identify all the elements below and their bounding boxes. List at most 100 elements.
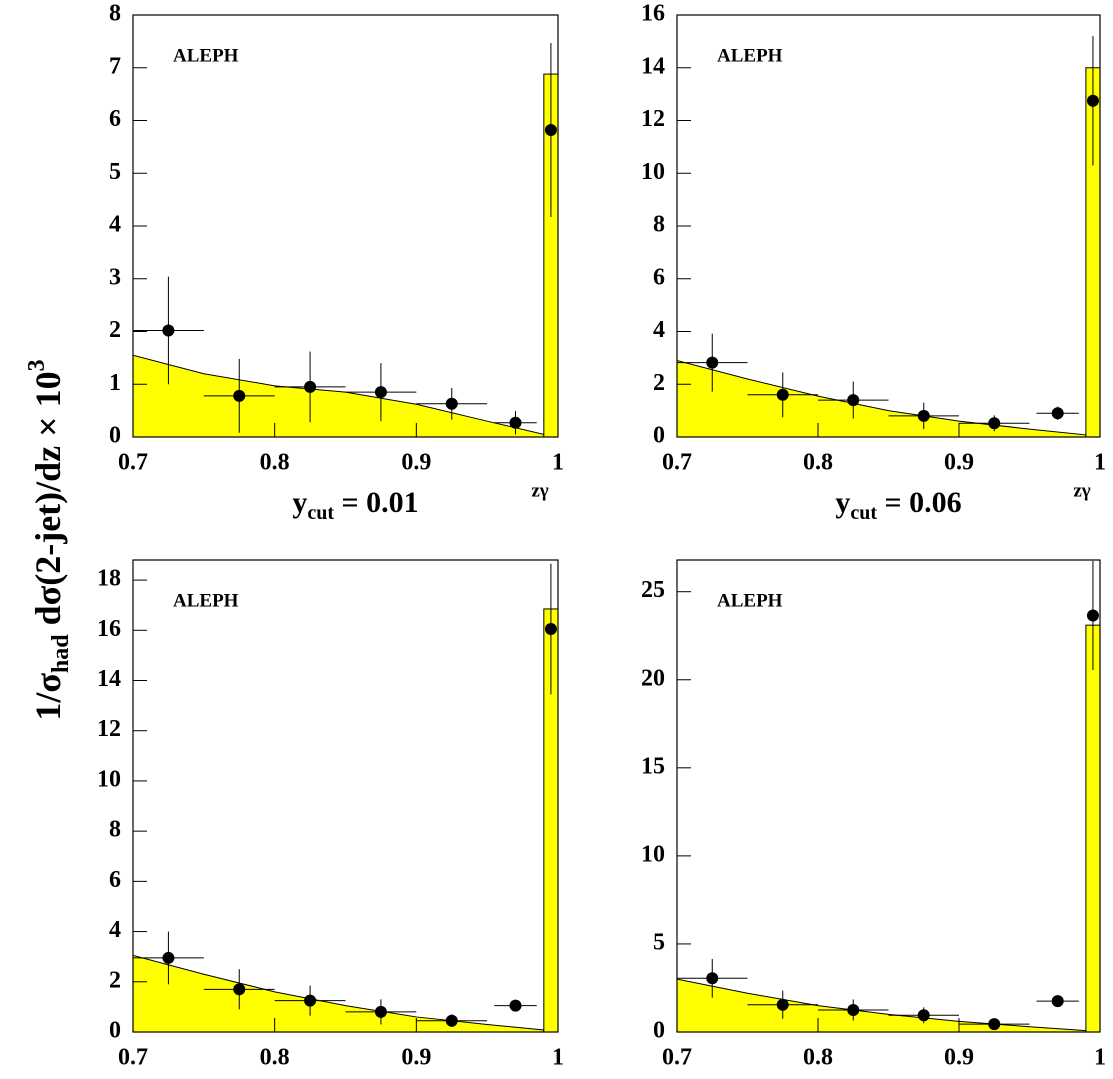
y-tick-label: 8 <box>653 212 665 238</box>
x-axis-label: ycut = 0.01 <box>292 486 418 524</box>
x-tick-label: 1 <box>1094 450 1106 476</box>
x-tick-label: 1 <box>552 1045 564 1071</box>
y-axis-label: 1/σhad dσ(2-jet)/dz × 103 <box>24 359 74 720</box>
data-point <box>162 951 175 964</box>
y-label-rest: dσ(2-jet)/dz × 10 <box>28 371 68 634</box>
x-tick-label: 0.8 <box>803 1045 833 1071</box>
y-tick-label: 12 <box>97 716 121 742</box>
data-point <box>509 416 522 429</box>
y-tick-label: 25 <box>641 577 665 603</box>
data-point <box>509 999 522 1012</box>
y-tick-label: 10 <box>641 159 665 185</box>
data-point <box>1051 995 1064 1008</box>
data-point <box>776 998 789 1011</box>
annotation: ALEPH <box>717 45 783 66</box>
data-point <box>1086 609 1099 622</box>
y-label-sub: had <box>48 634 74 673</box>
annotation: ALEPH <box>173 590 239 611</box>
y-tick-label: 12 <box>641 106 665 132</box>
data-point <box>1086 94 1099 107</box>
data-point <box>233 389 246 402</box>
panel: 0 1 2 3 4 5 6 7 8 0.7 0.8 0.9 1 ALEPH zγ ycut = 0.01 <box>109 1 564 524</box>
x-label-main: y <box>292 486 307 519</box>
y-tick-label: 4 <box>109 917 121 943</box>
data-point <box>988 1018 1001 1031</box>
x-tick-label: 0.7 <box>118 1045 148 1071</box>
data-point <box>917 1009 930 1022</box>
x-label-sub: cut <box>850 502 877 524</box>
data-point <box>706 356 719 369</box>
y-tick-label: 2 <box>109 317 121 343</box>
axes-frame <box>676 559 1101 1033</box>
y-tick-label: 10 <box>641 841 665 867</box>
y-tick-label: 6 <box>653 264 665 290</box>
x-tick-label: 0.8 <box>260 450 290 476</box>
x-label-rest: = 0.06 <box>877 486 962 519</box>
axes-frame <box>676 14 1101 438</box>
x-tick-label: 0.7 <box>118 450 148 476</box>
y-tick-label: 3 <box>109 264 121 290</box>
y-tick-label: 0 <box>109 1018 121 1044</box>
annotation: ALEPH <box>173 45 239 66</box>
x-tick-label: 1 <box>1094 1045 1106 1071</box>
y-tick-label: 0 <box>653 1018 665 1044</box>
y-tick-label: 2 <box>653 370 665 396</box>
x-axis-title: zγ <box>1073 480 1090 501</box>
y-tick-label: 6 <box>109 106 121 132</box>
data-point <box>917 409 930 422</box>
data-point <box>304 380 317 393</box>
data-point <box>988 417 1001 430</box>
data-point <box>374 1005 387 1018</box>
data-point <box>233 983 246 996</box>
x-tick-label: 0.9 <box>401 1045 431 1071</box>
x-tick-label: 0.7 <box>662 1045 692 1071</box>
x-tick-label: 0.9 <box>401 450 431 476</box>
x-tick-label: 0.7 <box>662 450 692 476</box>
x-label-main: y <box>835 486 850 519</box>
y-tick-label: 14 <box>97 666 121 692</box>
y-tick-label: 1 <box>109 370 121 396</box>
x-axis-title: zγ <box>531 1075 548 1079</box>
data-point <box>544 123 557 136</box>
annotation: ALEPH <box>717 590 783 611</box>
data-point <box>445 397 458 410</box>
y-tick-label: 15 <box>641 753 665 779</box>
y-tick-label: 16 <box>641 1 665 27</box>
y-tick-label: 5 <box>653 929 665 955</box>
data-point <box>706 972 719 985</box>
data-point <box>847 1003 860 1016</box>
y-tick-label: 2 <box>109 967 121 993</box>
y-label-main: 1/σ <box>28 673 68 721</box>
axes-frame <box>132 559 559 1033</box>
data-point <box>162 324 175 337</box>
data-point <box>776 388 789 401</box>
peak-bar <box>1085 624 1101 1033</box>
model-area <box>132 354 545 438</box>
model-area <box>676 359 1087 438</box>
data-point <box>445 1014 458 1027</box>
y-tick-label: 10 <box>97 766 121 792</box>
x-tick-label: 0.9 <box>944 450 974 476</box>
y-tick-label: 8 <box>109 1 121 27</box>
x-tick-label: 0.8 <box>803 450 833 476</box>
data-point <box>304 994 317 1007</box>
y-tick-label: 0 <box>109 423 121 449</box>
x-axis-title: zγ <box>1073 1075 1090 1079</box>
x-axis-title: zγ <box>531 480 548 501</box>
y-tick-label: 8 <box>109 817 121 843</box>
x-label-sub: cut <box>307 502 334 524</box>
x-label-rest: = 0.01 <box>334 486 419 519</box>
data-point <box>544 623 557 636</box>
y-label-sup: 3 <box>24 359 50 371</box>
x-tick-label: 0.8 <box>260 1045 290 1071</box>
data-point <box>1051 407 1064 420</box>
x-tick-label: 1 <box>552 450 564 476</box>
y-tick-label: 7 <box>109 53 121 79</box>
y-tick-label: 6 <box>109 867 121 893</box>
y-tick-label: 0 <box>653 423 665 449</box>
x-tick-label: 0.9 <box>944 1045 974 1071</box>
panel: 0 2 4 6 8 10 12 14 16 0.7 0.8 0.9 1 ALEPH zγ ycut = 0.0… <box>641 1 1106 524</box>
